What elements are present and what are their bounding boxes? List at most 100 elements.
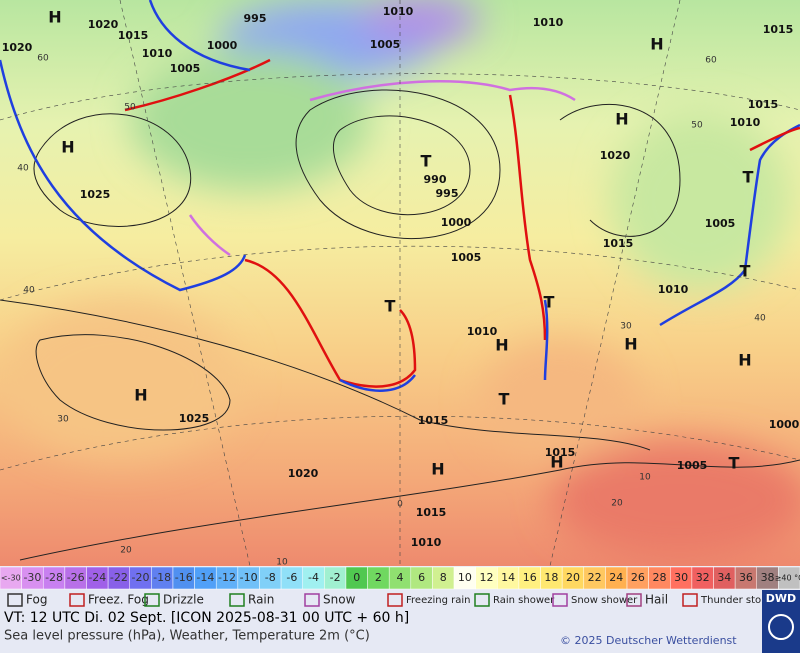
temperature-label: 10: [639, 473, 651, 483]
scale-label: -14: [196, 571, 214, 584]
isobar-label: 1010: [467, 325, 498, 338]
legend-icon: [552, 593, 568, 607]
pressure-center: H: [738, 351, 751, 370]
legend-label: Rain: [248, 593, 274, 607]
scale-label: -30: [23, 571, 41, 584]
temperature-label: 50: [124, 103, 136, 113]
legend-icon: [144, 593, 160, 607]
scale-label: -10: [240, 571, 258, 584]
isobar-label: 1015: [545, 446, 576, 459]
logo-icon: [768, 614, 794, 640]
scale-label: 0: [353, 571, 360, 584]
isobar-label: 1015: [763, 23, 794, 36]
pressure-center: T: [421, 152, 432, 171]
temperature-label: 30: [57, 415, 69, 425]
temperature-label: 40: [17, 164, 29, 174]
scale-label: -8: [265, 571, 276, 584]
temperature-label: 10: [276, 558, 288, 568]
temperature-label: 0: [397, 500, 403, 510]
pressure-center: T: [740, 262, 751, 281]
scale-label: -6: [286, 571, 297, 584]
temperature-label: 40: [23, 286, 35, 296]
temperature-label: 60: [37, 54, 49, 64]
legend: Fog Freez. Fog Drizzle Rain Snow Freezing rai…: [7, 593, 775, 607]
scale-label: -22: [110, 571, 128, 584]
scale-label: -18: [153, 571, 171, 584]
legend-icon: [387, 593, 403, 607]
scale-label: 2: [375, 571, 382, 584]
isobar-label: 1010: [730, 116, 761, 129]
isobar-label: 1015: [418, 414, 449, 427]
pressure-center: T: [743, 168, 754, 187]
scale-label: <-30: [1, 574, 21, 583]
isobar-label: 1015: [748, 98, 779, 111]
scale-label: 26: [631, 571, 645, 584]
scale-label: 4: [397, 571, 404, 584]
isobar-label: 1010: [658, 283, 689, 296]
description: Sea level pressure (hPa), Weather, Tempe…: [4, 629, 370, 644]
scale-label: -24: [88, 571, 106, 584]
scale-label: 34: [717, 571, 731, 584]
legend-label: Freez. Fog: [88, 593, 149, 607]
pressure-center: T: [729, 454, 740, 473]
scale-label: 24: [609, 571, 623, 584]
scale-label: 32: [696, 571, 710, 584]
isobar-label: 1005: [677, 459, 708, 472]
isobar-label: 995: [436, 187, 459, 200]
pressure-center: T: [499, 390, 510, 409]
logo: DWD: [766, 592, 796, 605]
temperature-label: 20: [120, 546, 132, 556]
legend-label: Hail: [645, 593, 668, 607]
legend-label: Snow shower: [571, 595, 638, 606]
legend-icon: [626, 593, 642, 607]
isobar-label: 1020: [88, 18, 119, 31]
isobar-label: 1010: [533, 16, 564, 29]
pressure-center: H: [61, 138, 74, 157]
isobar-label: 1000: [769, 418, 800, 431]
scale-label: 28: [652, 571, 666, 584]
copyright: © 2025 Deutscher Wetterdienst: [560, 634, 737, 647]
scale-label: 22: [588, 571, 602, 584]
pressure-center: T: [385, 297, 396, 316]
isobar-label: 1005: [705, 217, 736, 230]
legend-icon: [7, 593, 23, 607]
valid-time: VT: 12 UTC Di. 02 Sept. [ICON 2025-08-31…: [4, 610, 409, 626]
scale-label: 36: [739, 571, 753, 584]
legend-label: Drizzle: [163, 593, 204, 607]
isobar-label: 1010: [142, 47, 173, 60]
isobar-label: 1000: [441, 216, 472, 229]
scale-label: -16: [175, 571, 193, 584]
pressure-center: H: [48, 8, 61, 27]
isobar-label: 1015: [118, 29, 149, 42]
scale-label: -26: [67, 571, 85, 584]
legend-label: Thunder storm: [700, 595, 775, 606]
isobar-label: 1010: [383, 5, 414, 18]
legend-icon: [69, 593, 85, 607]
temperature-label: 30: [620, 322, 632, 332]
scale-label: 12: [479, 571, 493, 584]
pressure-center: H: [431, 460, 444, 479]
temperature-label: 60: [705, 56, 717, 66]
legend-icon: [304, 593, 320, 607]
temperature-label: 50: [691, 121, 703, 131]
scale-label: ≥40 °C: [775, 574, 800, 583]
scale-label: 6: [418, 571, 425, 584]
legend-icon: [474, 593, 490, 607]
isobar-label: 1010: [411, 536, 442, 549]
logo-box: [762, 590, 800, 653]
legend-label: Fog: [26, 593, 47, 607]
isobar-label: 1020: [288, 467, 319, 480]
pressure-center: H: [134, 386, 147, 405]
isobar-label: 1025: [179, 412, 210, 425]
isobar-label: 1015: [603, 237, 634, 250]
scale-label: -20: [132, 571, 150, 584]
pressure-center: T: [544, 293, 555, 312]
scale-label: -12: [218, 571, 236, 584]
scale-label: 38: [761, 571, 775, 584]
isobar-label: 1005: [370, 38, 401, 51]
legend-label: Snow: [323, 593, 356, 607]
scale-label: -4: [308, 571, 319, 584]
